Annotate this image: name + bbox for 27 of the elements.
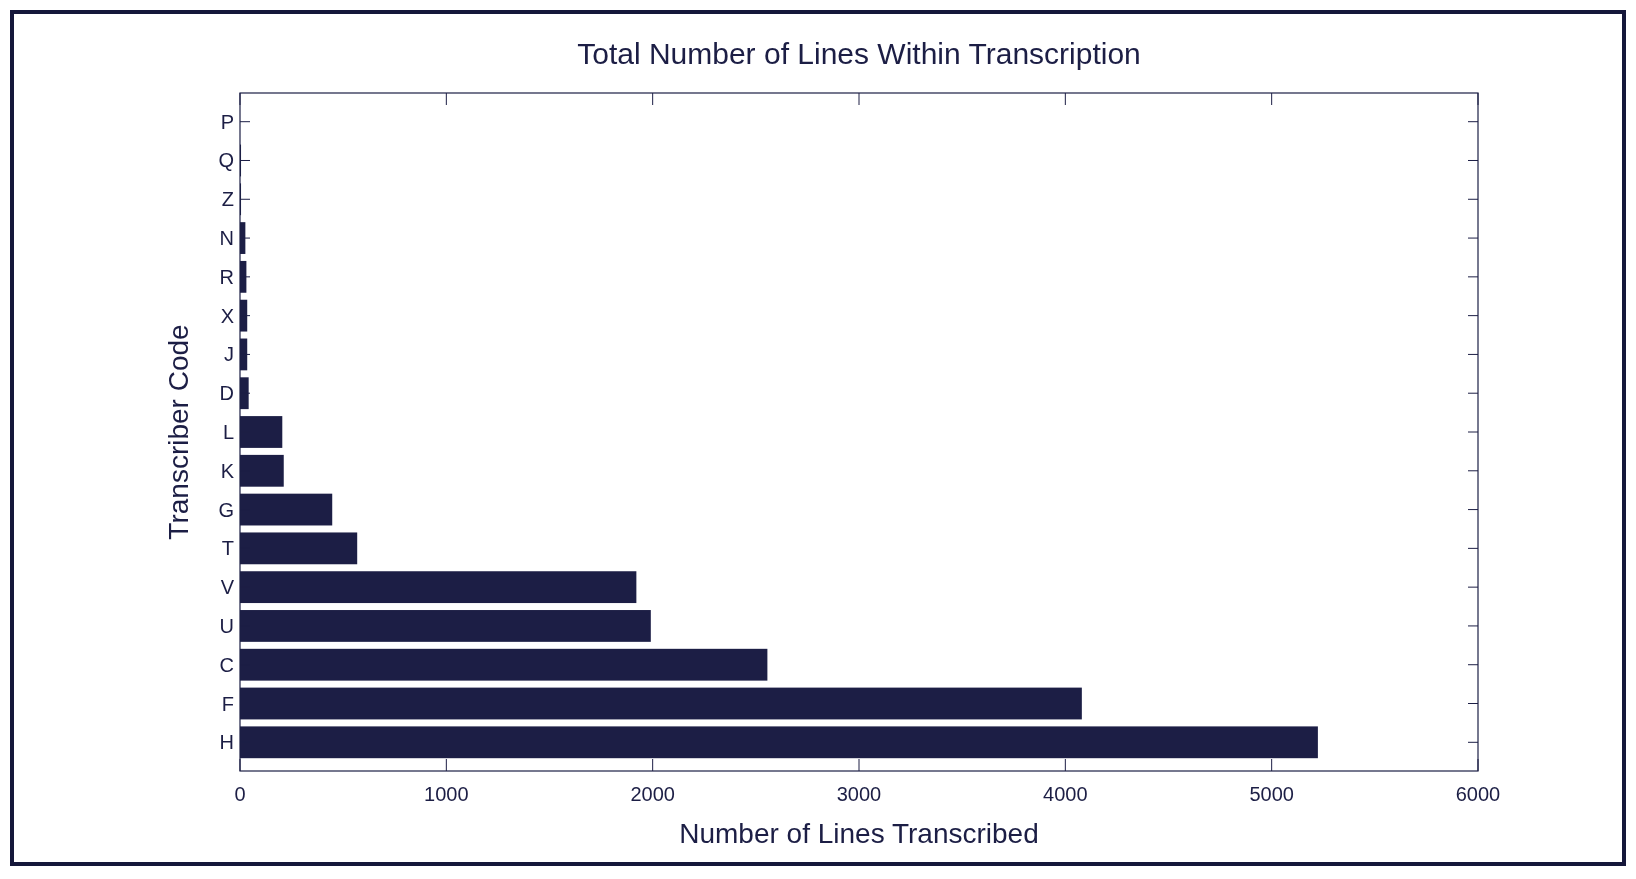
y-tick-label: Q	[218, 149, 234, 172]
x-tick-label: 1000	[424, 783, 469, 805]
x-tick-label: 0	[234, 783, 246, 805]
y-tick-label: X	[220, 304, 234, 327]
x-axis-title: Number of Lines Transcribed	[679, 818, 1039, 849]
y-tick-label: N	[219, 227, 234, 250]
y-tick-label: G	[218, 498, 234, 521]
y-tick-label: U	[219, 614, 234, 637]
x-tick-label: 3000	[836, 783, 882, 805]
y-tick-label: J	[224, 343, 234, 366]
x-tick-label: 2000	[630, 783, 675, 805]
y-axis-title: Transcriber Code	[163, 324, 194, 540]
y-tick-label: F	[221, 692, 234, 715]
x-tick-label: 6000	[1455, 783, 1501, 805]
chart-title: Total Number of Lines Within Transcription	[577, 37, 1141, 70]
y-tick-label: Z	[221, 188, 234, 211]
y-tick-label: V	[220, 576, 235, 599]
x-tick-label: 4000	[1043, 783, 1088, 805]
y-tick-label: D	[219, 382, 234, 405]
y-tick-label: R	[219, 265, 234, 288]
y-tick-label: K	[220, 459, 235, 482]
y-tick-label: H	[219, 731, 234, 754]
y-tick-label: C	[219, 653, 234, 676]
y-tick-label: T	[221, 537, 234, 560]
y-tick-label: L	[222, 421, 234, 443]
y-tick-label: P	[220, 110, 234, 133]
x-tick-label: 5000	[1249, 783, 1294, 805]
